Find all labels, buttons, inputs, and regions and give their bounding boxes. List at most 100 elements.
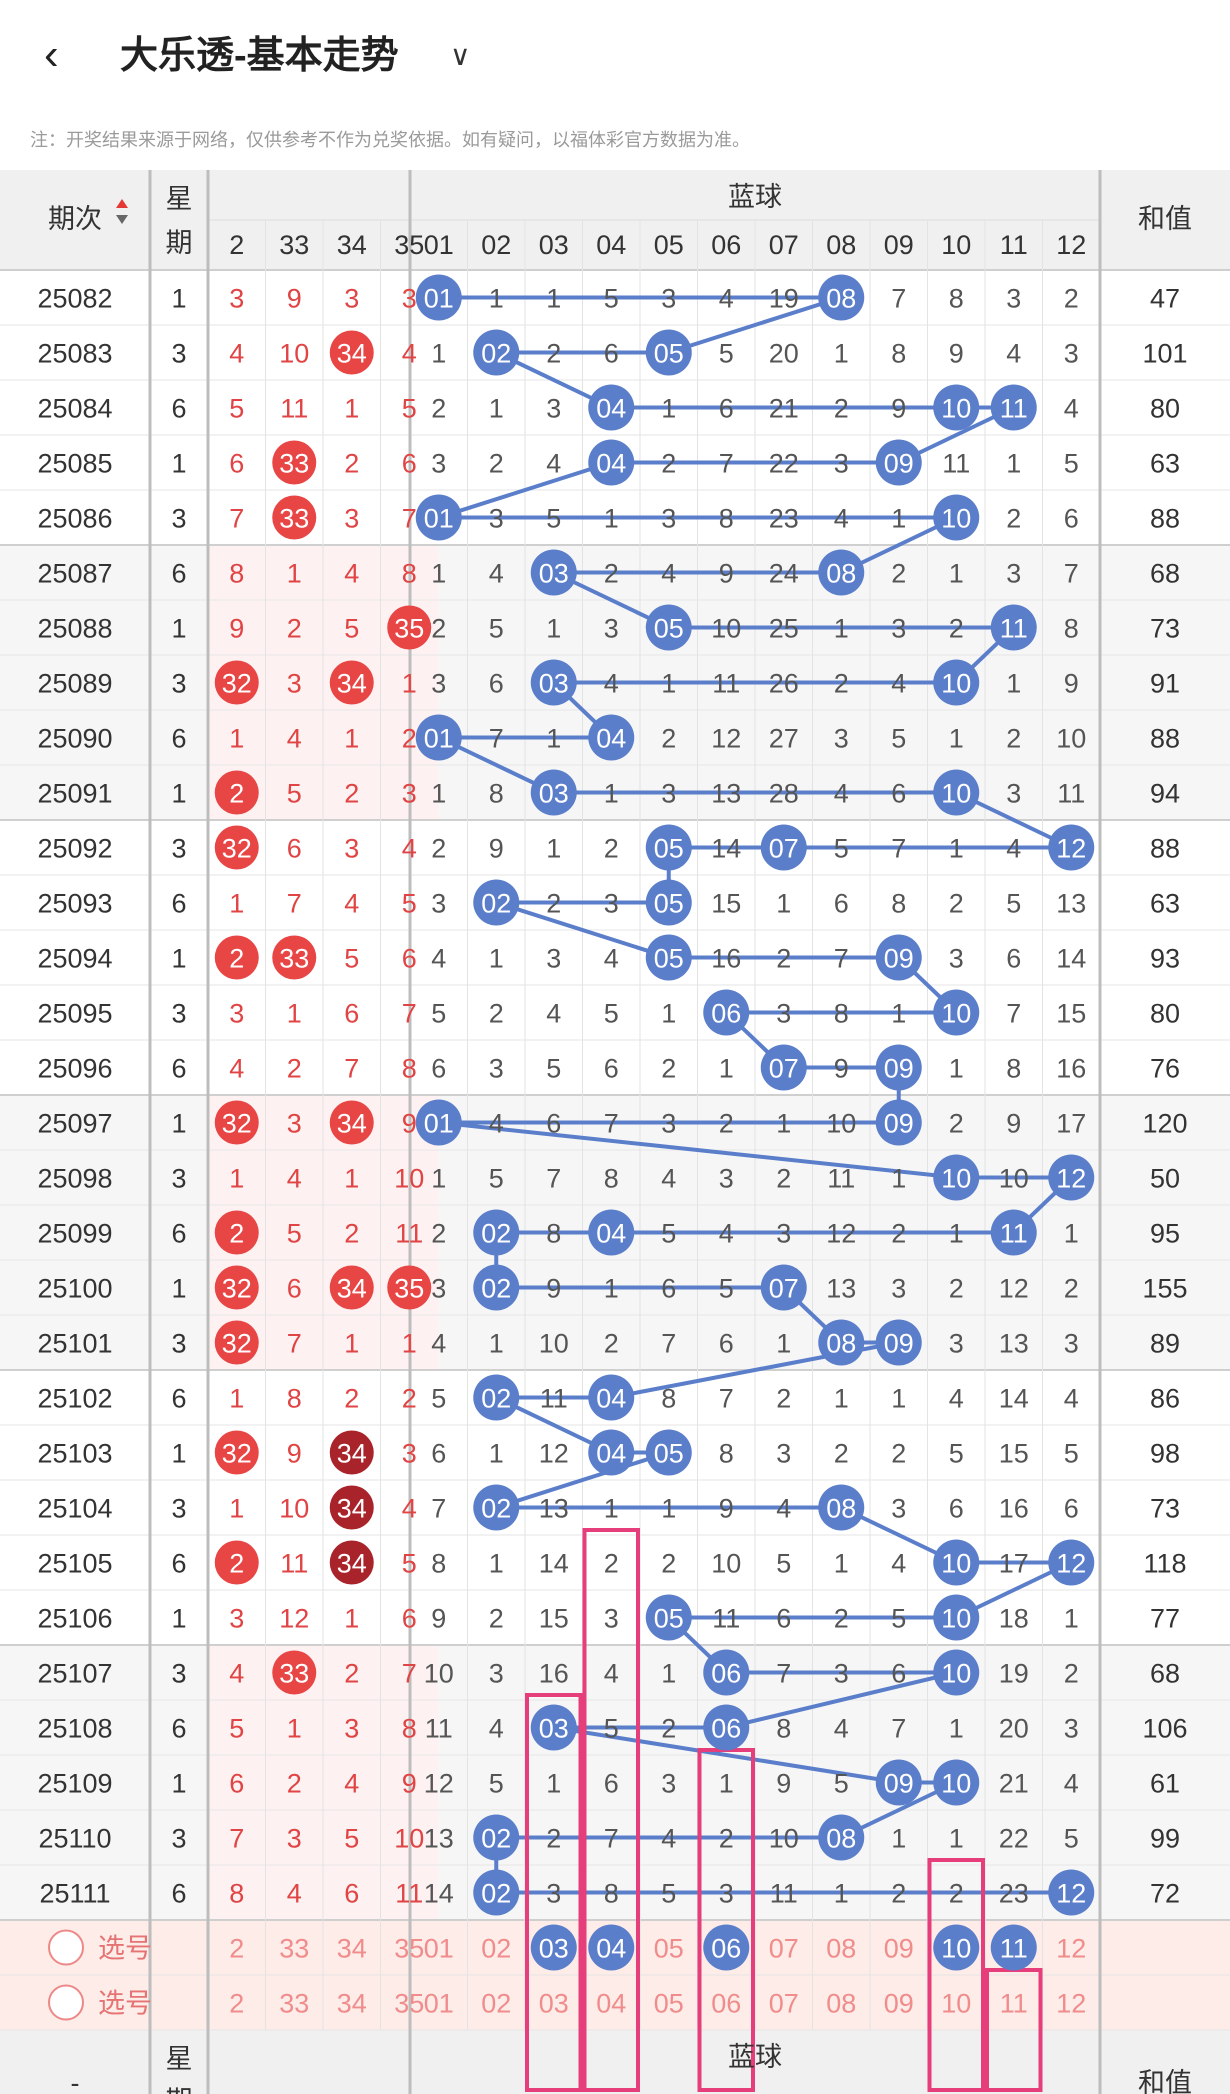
select-blue-number[interactable]: 02 <box>481 1989 511 2019</box>
select-blue-number[interactable]: 09 <box>884 1989 914 2019</box>
blue-miss-cell: 1 <box>489 394 504 424</box>
select-red-number[interactable]: 33 <box>279 1934 309 1964</box>
red-miss-cell: 10 <box>279 1494 309 1524</box>
blue-miss-cell: 8 <box>891 339 906 369</box>
blue-miss-cell: 3 <box>431 669 446 699</box>
selected-blue-ball[interactable] <box>530 1924 577 1971</box>
select-red-number[interactable]: 35 <box>394 1934 424 1964</box>
blue-miss-cell: 2 <box>431 614 446 644</box>
blue-ball <box>1048 824 1095 871</box>
sum-cell: 91 <box>1150 669 1180 699</box>
selected-blue-number[interactable]: 11 <box>1000 1934 1028 1964</box>
select-blue-number[interactable]: 01 <box>424 1989 454 2019</box>
blue-miss-cell: 10 <box>999 1164 1029 1194</box>
select-red-number[interactable]: 34 <box>337 1989 367 2019</box>
selected-blue-ball[interactable] <box>933 1924 980 1971</box>
select-blue-number[interactable]: 05 <box>654 1934 684 1964</box>
select-radio[interactable] <box>48 1929 84 1966</box>
sum-cell: 80 <box>1150 999 1180 1029</box>
sort-down-icon[interactable] <box>116 215 128 224</box>
selected-blue-number[interactable]: 10 <box>941 1934 971 1964</box>
select-blue-number[interactable]: 12 <box>1056 1989 1086 2019</box>
row-bg <box>0 1590 1230 1645</box>
select-red-number[interactable]: 35 <box>394 1989 424 2019</box>
weekday-cell: 1 <box>171 1109 186 1139</box>
select-blue-number[interactable]: 10 <box>941 1989 971 2019</box>
blue-miss-cell: 9 <box>489 834 504 864</box>
blue-miss-cell: 1 <box>604 1274 619 1304</box>
select-blue-number[interactable]: 07 <box>769 1934 799 1964</box>
blue-ball-number: 11 <box>1000 614 1028 644</box>
blue-miss-cell: 3 <box>546 1879 561 1909</box>
select-blue-number[interactable]: 08 <box>826 1934 856 1964</box>
selected-blue-ball[interactable] <box>588 1924 635 1971</box>
red-ball-number: 32 <box>222 669 252 699</box>
red-miss-cell: 5 <box>344 944 359 974</box>
blue-miss-cell: 1 <box>1006 449 1021 479</box>
select-red-number[interactable]: 2 <box>229 1989 244 2019</box>
weekday-cell: 1 <box>171 1274 186 1304</box>
blue-miss-cell: 1 <box>431 559 446 589</box>
weekday-cell: 6 <box>171 1549 186 1579</box>
red-ball-number: 35 <box>394 614 424 644</box>
highlight-box <box>582 1528 640 2092</box>
sort-up-icon[interactable] <box>116 199 128 208</box>
blue-miss-cell: 3 <box>604 614 619 644</box>
weekday-cell: 6 <box>171 394 186 424</box>
select-blue-number[interactable]: 02 <box>481 1934 511 1964</box>
blue-miss-cell: 5 <box>1064 1439 1079 1469</box>
select-blue-number[interactable]: 05 <box>654 1989 684 2019</box>
select-blue-number[interactable]: 03 <box>539 1989 569 2019</box>
select-red-number[interactable]: 34 <box>337 1934 367 1964</box>
red-miss-cell: 3 <box>287 1109 302 1139</box>
select-blue-number[interactable]: 06 <box>711 1989 741 2019</box>
red-column-header: 34 <box>337 230 367 260</box>
select-label[interactable]: 选号 <box>98 1934 152 1964</box>
red-miss-cell: 1 <box>344 1329 359 1359</box>
selected-blue-ball[interactable] <box>703 1924 750 1971</box>
weekday-cell: 6 <box>171 724 186 754</box>
blue-miss-cell: 4 <box>431 944 446 974</box>
red-miss-cell: 7 <box>229 504 244 534</box>
red-ball <box>387 1265 432 1310</box>
period-cell: 25087 <box>37 559 112 589</box>
select-radio[interactable] <box>48 1984 84 2021</box>
blue-ball-number: 04 <box>596 1384 626 1414</box>
chevron-down-icon[interactable]: ∨ <box>450 40 471 71</box>
selected-blue-ball[interactable] <box>990 1924 1037 1971</box>
blue-miss-cell: 2 <box>604 834 619 864</box>
page-title: 大乐透-基本走势 <box>120 35 399 77</box>
selected-blue-number[interactable]: 03 <box>539 1934 569 1964</box>
red-miss-cell: 6 <box>229 449 244 479</box>
blue-ball <box>530 659 577 706</box>
select-label[interactable]: 选号 <box>98 1989 152 2019</box>
blue-ball-number: 08 <box>826 1494 856 1524</box>
blue-miss-cell: 3 <box>891 614 906 644</box>
select-red-number[interactable]: 33 <box>279 1989 309 2019</box>
select-red-number[interactable]: 2 <box>229 1934 244 1964</box>
select-blue-number[interactable]: 09 <box>884 1934 914 1964</box>
select-blue-number[interactable]: 08 <box>826 1989 856 2019</box>
select-blue-number[interactable]: 04 <box>596 1989 626 2019</box>
weekday-cell: 6 <box>171 1054 186 1084</box>
blue-miss-cell: 2 <box>776 1164 791 1194</box>
blue-miss-cell: 6 <box>949 1494 964 1524</box>
red-ball-number: 32 <box>222 1274 252 1304</box>
blue-ball-number: 09 <box>884 1769 914 1799</box>
red-miss-cell: 2 <box>287 614 302 644</box>
select-blue-number[interactable]: 11 <box>1000 1989 1028 2019</box>
blue-ball <box>703 1704 750 1751</box>
red-ball-number: 34 <box>337 1109 367 1139</box>
blue-ball-number: 04 <box>596 1439 626 1469</box>
blue-miss-cell: 4 <box>489 559 504 589</box>
blue-miss-cell: 7 <box>891 284 906 314</box>
blue-miss-cell: 5 <box>604 284 619 314</box>
selected-blue-number[interactable]: 04 <box>596 1934 626 1964</box>
select-blue-number[interactable]: 12 <box>1056 1934 1086 1964</box>
chevron-left-icon[interactable]: ‹ <box>44 30 59 79</box>
red-miss-cell: 1 <box>287 1714 302 1744</box>
select-blue-number[interactable]: 01 <box>424 1934 454 1964</box>
blue-column-header: 11 <box>1000 230 1028 260</box>
selected-blue-number[interactable]: 06 <box>711 1934 741 1964</box>
select-blue-number[interactable]: 07 <box>769 1989 799 2019</box>
